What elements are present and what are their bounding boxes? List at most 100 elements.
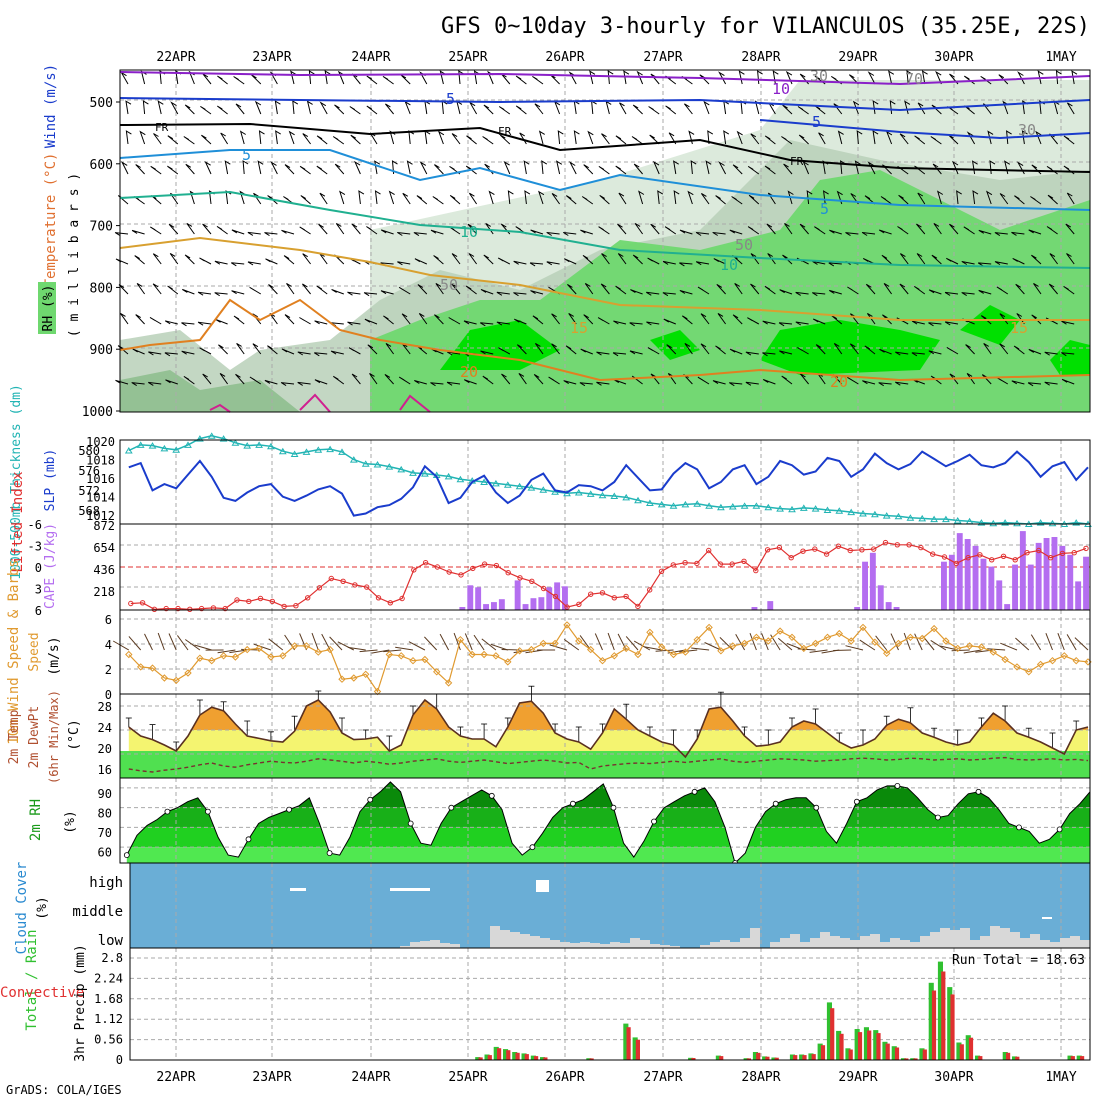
wind-barb — [355, 162, 360, 174]
wind-barb — [216, 319, 228, 324]
pressure-tick: 600 — [90, 158, 113, 173]
cape-bar — [483, 604, 489, 610]
wind-barb — [115, 233, 128, 236]
pressure-axis-label: ( m i l l i b a r s ) — [67, 173, 82, 337]
precip-axis-label-convective: Convective — [0, 985, 84, 1001]
cloud-low-bar — [540, 938, 550, 948]
cape-bar — [515, 580, 521, 610]
contour-label: 10 — [460, 223, 478, 241]
wind-barb-10m — [145, 634, 153, 650]
cloud-low-bar — [990, 926, 1000, 948]
wind-barb — [516, 76, 526, 84]
cape-bar — [523, 604, 529, 610]
wind-barb — [452, 134, 460, 144]
wind-barb — [638, 72, 643, 84]
cape-tick: 872 — [93, 519, 115, 533]
wind-tick: 4 — [105, 638, 112, 652]
wind-barb — [483, 137, 494, 145]
rh-point — [165, 809, 170, 814]
wind-barb — [309, 71, 314, 84]
wind-barb — [376, 191, 381, 204]
lifted-index-tick: 6 — [35, 604, 42, 618]
wind-barb — [182, 289, 194, 294]
wind-barb — [287, 283, 295, 294]
cloud-low-bar — [1020, 938, 1030, 948]
wind-barb — [570, 73, 576, 84]
cloud-mid-patch — [1042, 917, 1052, 919]
wind-barb-10m — [409, 642, 425, 650]
cape-bar — [499, 599, 505, 610]
wind-barb-10m — [1046, 633, 1053, 650]
precip-tick: 1.12 — [94, 1012, 123, 1026]
wind-barb — [505, 162, 510, 174]
wind-barb — [348, 292, 361, 295]
wind-barb — [302, 284, 310, 294]
wind-barb — [321, 103, 327, 114]
cloud-low-bar — [790, 934, 800, 948]
cloud-low-bar — [570, 943, 580, 948]
cloud-low-bar — [800, 942, 810, 948]
credit-label: GrADS: COLA/IGES — [6, 1083, 122, 1097]
precip-tick: 1.68 — [94, 992, 123, 1006]
date-label-top: 28APR — [741, 50, 780, 65]
date-label-top: 1MAY — [1045, 50, 1076, 65]
wind-barb — [300, 166, 311, 174]
precip-convective-bar — [627, 1027, 631, 1060]
cloud-low-bar — [710, 942, 720, 948]
wind-barb — [203, 74, 211, 84]
rh-point — [368, 797, 373, 802]
wind-barb — [516, 106, 526, 114]
cape-bar — [988, 567, 994, 610]
contour-label: 20 — [830, 373, 848, 391]
cloud-low-bar — [520, 934, 530, 948]
wind-barb — [405, 102, 410, 114]
lifted-index-tick: -6 — [28, 518, 42, 532]
rh-point — [205, 809, 210, 814]
cape-bar — [878, 585, 884, 610]
wind-barb-10m — [608, 633, 614, 650]
cloud-low-bar — [970, 940, 980, 948]
wind-barb — [592, 101, 597, 114]
precip-convective-bar — [1006, 1053, 1010, 1060]
wind-barb — [666, 106, 676, 114]
rh-point — [570, 801, 575, 806]
cape-bar — [1012, 565, 1018, 610]
cloud-low-bar — [730, 942, 740, 948]
wind-barb — [303, 254, 311, 264]
wind-barb — [558, 131, 563, 144]
precip-tick: 2.8 — [101, 951, 123, 965]
cloud-low-bar — [510, 932, 520, 948]
wind-barb — [184, 137, 195, 145]
precip-convective-bar — [525, 1054, 529, 1060]
wind-barb — [284, 256, 294, 264]
wind-tick: 2 — [105, 663, 112, 677]
wind-barb — [489, 192, 494, 204]
wind-barb-10m — [312, 633, 318, 650]
wind-barb — [299, 318, 310, 325]
rh-point — [854, 799, 859, 804]
cloud-tick: high — [89, 875, 123, 891]
cloud-low-bar — [950, 930, 960, 948]
slp-tick: 1014 — [86, 491, 115, 505]
wind-barb — [291, 71, 296, 84]
wind-barb — [417, 196, 427, 204]
wind-barb-10m — [656, 650, 674, 651]
date-label-top: 30APR — [934, 50, 973, 65]
wind-barb — [236, 104, 244, 114]
date-label-bottom: 27APR — [643, 1070, 682, 1085]
date-label-bottom: 29APR — [838, 1070, 877, 1085]
rh-point — [1057, 827, 1062, 832]
wind-axis-label-speed: Speed — [27, 632, 42, 671]
date-label-bottom: 24APR — [351, 1070, 390, 1085]
wind-barb — [150, 317, 161, 324]
wind-barb — [684, 104, 692, 114]
wind-barb — [632, 137, 643, 145]
wind-barb — [599, 166, 610, 174]
wind-barb — [584, 165, 593, 174]
wind-barb — [132, 230, 145, 234]
rh-point — [895, 783, 900, 788]
wind-barb — [336, 223, 344, 234]
wind-barb — [739, 71, 744, 84]
pressure-tick: 900 — [90, 343, 113, 358]
wind-barb — [317, 286, 327, 294]
